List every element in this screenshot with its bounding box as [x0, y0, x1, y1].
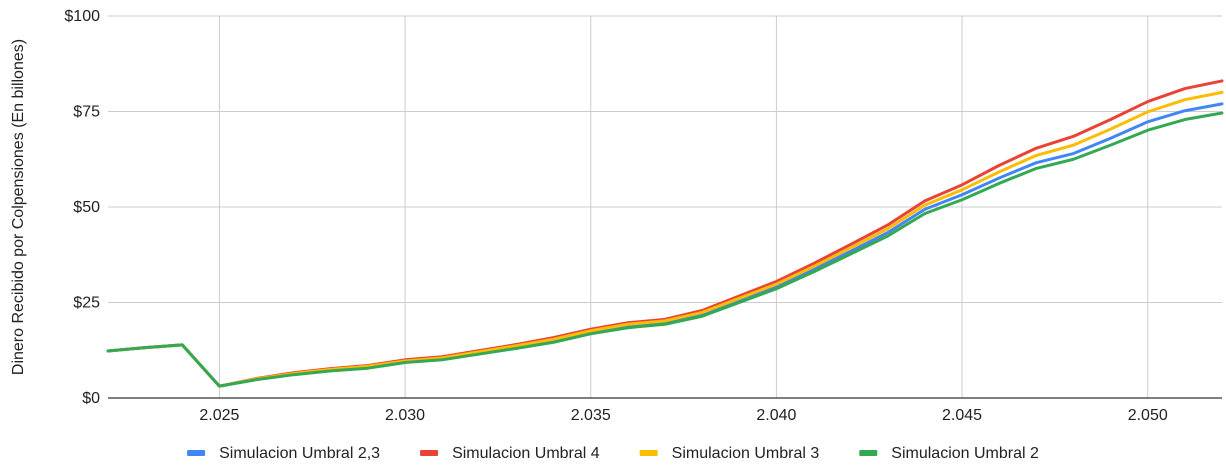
legend-item[interactable]: Simulacion Umbral 4	[420, 445, 600, 462]
y-tick-label: $75	[73, 104, 100, 121]
y-tick-label: $100	[64, 8, 100, 25]
x-tick-label: 2.050	[1128, 407, 1168, 424]
tick-labels: $0 $25 $50 $75 $100 2.025 2.030 2.035 2.040 2.045…	[64, 8, 1167, 424]
legend-swatch	[859, 450, 878, 456]
x-tick-label: 2.025	[199, 407, 239, 424]
y-tick-label: $50	[73, 199, 100, 216]
series-line-4	[106, 111, 1224, 388]
legend-swatch	[639, 450, 658, 456]
legend-swatch	[420, 450, 439, 456]
legend-label: Simulacion Umbral 3	[672, 445, 820, 462]
legend[interactable]: Simulacion Umbral 2,3 Simulacion Umbral 4…	[187, 445, 1039, 462]
legend-label: Simulacion Umbral 2	[891, 445, 1039, 462]
legend-label: Simulacion Umbral 2,3	[219, 445, 380, 462]
legend-item[interactable]: Simulacion Umbral 2,3	[187, 445, 380, 462]
legend-label: Simulacion Umbral 4	[452, 445, 600, 462]
x-tick-label: 2.045	[942, 407, 982, 424]
series-lines	[106, 79, 1224, 388]
y-axis-title: Dinero Recibido por Colpensiones (En bil…	[10, 39, 27, 375]
x-tick-label: 2.040	[756, 407, 796, 424]
legend-swatch	[187, 450, 206, 456]
x-tick-label: 2.035	[571, 407, 611, 424]
y-tick-label: $0	[82, 390, 100, 407]
x-tick-label: 2.030	[385, 407, 425, 424]
series-line-3	[106, 90, 1224, 388]
legend-item[interactable]: Simulacion Umbral 2	[859, 445, 1039, 462]
gridlines	[108, 15, 1222, 398]
series-line-1	[106, 102, 1224, 388]
series-line-2	[106, 79, 1224, 388]
legend-item[interactable]: Simulacion Umbral 3	[639, 445, 820, 462]
y-tick-label: $25	[73, 295, 100, 312]
